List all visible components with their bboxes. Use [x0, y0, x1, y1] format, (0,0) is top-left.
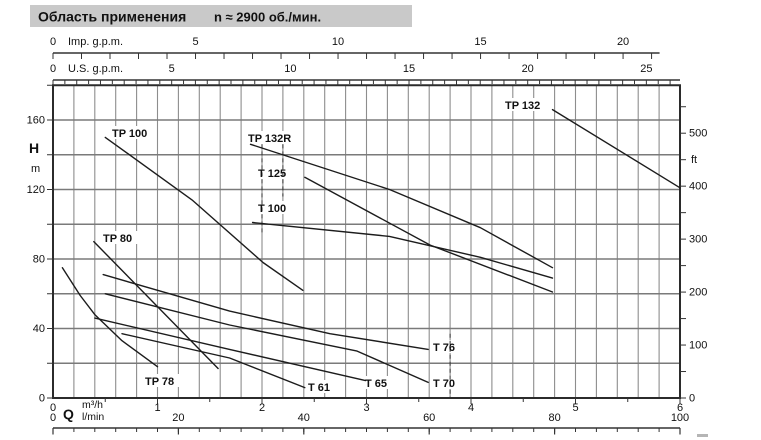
m3h-tick-label: 3 — [363, 402, 369, 414]
lmin-tick-label: 80 — [548, 412, 560, 424]
lmin-tick-label: 0 — [50, 412, 56, 424]
curve-label-box — [110, 126, 150, 139]
h-axis-unit: m — [31, 163, 40, 175]
m3h-tick-label: 5 — [572, 402, 578, 414]
ft-axis-name: ft — [691, 154, 697, 166]
curve-tp-132 — [551, 108, 681, 189]
us-gpm-tick-label: 10 — [284, 63, 296, 75]
curve-label: T 61 — [308, 382, 330, 394]
m3h-tick-label: 0 — [50, 402, 56, 414]
curve-tp-78 — [61, 267, 159, 368]
m3h-tick-label: 6 — [677, 402, 683, 414]
m3h-unit-label: m³/h — [82, 399, 103, 411]
curve-label-box — [306, 380, 336, 393]
lmin-unit-label: l/min — [82, 411, 104, 423]
ft-axis-tick-label: 0 — [689, 393, 695, 405]
h-axis-tick-label: 0 — [39, 393, 45, 405]
h-axis-tick-label: 120 — [27, 184, 45, 196]
imp-gpm-tick-label: 0 — [50, 36, 56, 48]
pump-curves — [61, 108, 681, 389]
imp-gpm-tick-label: 5 — [192, 36, 198, 48]
h-axis-name: H — [29, 140, 39, 156]
lmin-tick-label: 60 — [423, 412, 435, 424]
m3h-tick-label: 4 — [468, 402, 474, 414]
us-gpm-tick-label: 0 — [50, 63, 56, 75]
chart-speed-note: n ≈ 2900 об./мин. — [214, 10, 321, 25]
imp-gpm-tick-label: 10 — [332, 36, 344, 48]
curve-t-125 — [304, 176, 554, 293]
curve-label: T 76 — [433, 342, 455, 354]
curve-tp-132r — [249, 143, 554, 269]
m3h-tick-label: 2 — [259, 402, 265, 414]
ft-axis-tick-label: 200 — [689, 287, 707, 299]
m3h-tick-label: 1 — [154, 402, 160, 414]
us-gpm-axis-name: U.S. g.p.m. — [68, 63, 123, 75]
dashed-guides — [261, 144, 451, 398]
ft-axis-tick-label: 400 — [689, 181, 707, 193]
us-gpm-tick-label: 20 — [522, 63, 534, 75]
curve-label: TP 100 — [112, 128, 147, 140]
ft-axis-tick-label: 500 — [689, 128, 707, 140]
curve-tp-100 — [104, 136, 304, 291]
curve-t-76 — [102, 273, 429, 351]
curve-label-box — [431, 340, 461, 353]
lmin-tick-label: 100 — [671, 412, 689, 424]
title-bar — [30, 5, 412, 27]
curve-label-box — [256, 201, 292, 214]
curve-t-70 — [104, 293, 429, 384]
curve-label: TP 132 — [505, 100, 540, 112]
us-gpm-tick-label: 25 — [640, 63, 652, 75]
curve-label: TP 78 — [145, 376, 174, 388]
curve-label-boxes — [101, 98, 547, 393]
ft-axis-tick-label: 300 — [689, 234, 707, 246]
curve-label: T 100 — [258, 203, 286, 215]
imp-gpm-tick-label: 20 — [617, 36, 629, 48]
curve-t-61 — [121, 333, 306, 389]
q-axis-name: Q — [63, 406, 74, 422]
curve-label: T 70 — [433, 378, 455, 390]
h-axis-tick-label: 40 — [33, 323, 45, 335]
print-artifact — [697, 434, 708, 437]
curve-label-box — [101, 231, 139, 244]
imp-gpm-axis-name: Imp. g.p.m. — [68, 36, 123, 48]
curve-t-100 — [251, 221, 554, 279]
curve-tp-80 — [93, 240, 219, 370]
lmin-tick-label: 40 — [298, 412, 310, 424]
ft-axis-tick-label: 100 — [689, 340, 707, 352]
curve-label-box — [363, 376, 393, 389]
curve-label-box — [503, 98, 547, 111]
h-axis-tick-label: 160 — [27, 115, 45, 127]
curve-label: T 125 — [258, 168, 286, 180]
curve-label-box — [246, 131, 300, 144]
curve-label-box — [143, 374, 181, 387]
curve-t-65 — [94, 317, 367, 382]
curve-label: TP 80 — [103, 233, 132, 245]
curve-label: T 65 — [365, 378, 387, 390]
curve-label: TP 132R — [248, 133, 291, 145]
chart-title: Область применения — [38, 9, 186, 25]
chart-canvas: TP 100 TP 132R T 125 T 100 TP 132 TP 80 TP 78 T… — [27, 36, 707, 435]
curve-label-box — [431, 376, 461, 389]
us-gpm-tick-label: 5 — [169, 63, 175, 75]
h-axis-tick-label: 80 — [33, 254, 45, 266]
lmin-tick-label: 20 — [172, 412, 184, 424]
imp-gpm-tick-label: 15 — [474, 36, 486, 48]
curve-labels: TP 100 TP 132R T 125 T 100 TP 132 TP 80 TP 78 T… — [103, 100, 540, 394]
us-gpm-tick-label: 15 — [403, 63, 415, 75]
